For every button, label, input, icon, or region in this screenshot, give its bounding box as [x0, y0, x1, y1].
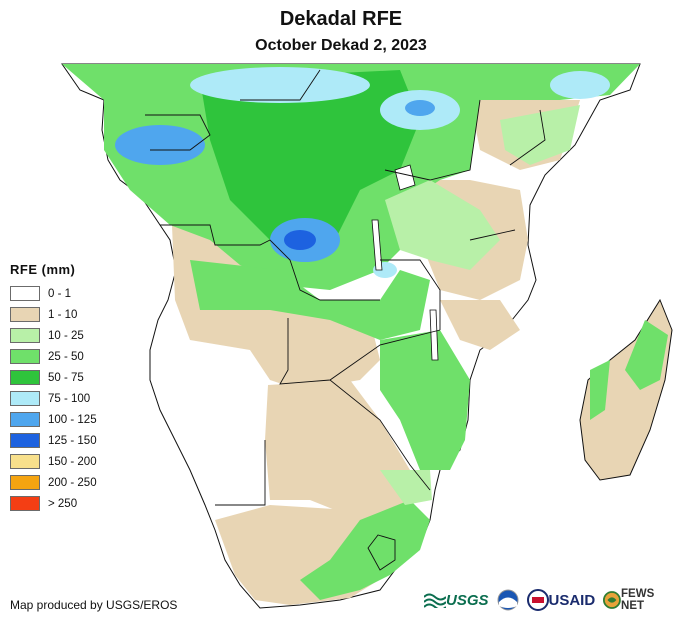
usaid-seal-icon: [526, 589, 549, 611]
legend-item: 100 - 125: [10, 409, 130, 430]
border-line: [380, 259, 441, 330]
rain-patch-center-core: [284, 230, 316, 250]
border-line: [384, 99, 481, 181]
legend-label: 1 - 10: [48, 308, 78, 321]
legend-item: > 250: [10, 493, 130, 514]
border-line: [367, 534, 396, 571]
legend-swatch: [10, 349, 40, 364]
legend-item: 10 - 25: [10, 325, 130, 346]
legend-item: 0 - 1: [10, 283, 130, 304]
border-line: [509, 109, 546, 166]
dry-zone-mozambique: [440, 300, 520, 350]
lake-malawi: [429, 309, 439, 361]
noaa-logo: [497, 589, 519, 611]
legend-label: > 250: [48, 497, 78, 510]
country-borders: [145, 69, 546, 571]
madagascar: [579, 298, 673, 481]
legend-item: 150 - 200: [10, 451, 130, 472]
lake-victoria: [394, 164, 416, 191]
fews-net-logo: FEWS NET: [603, 588, 674, 612]
madagascar-rain-west: [590, 360, 610, 420]
map-title: Dekadal RFE: [279, 8, 403, 30]
legend-label: 75 - 100: [48, 392, 91, 405]
legend-swatch: [10, 307, 40, 322]
legend-label: 50 - 75: [48, 371, 84, 384]
legend-label: 125 - 150: [48, 434, 97, 447]
madagascar-rain: [625, 320, 668, 390]
rain-heavy-north: [200, 70, 420, 250]
partner-logos: USGS USAID FEWS NET: [424, 586, 682, 614]
legend-swatch: [10, 433, 40, 448]
rain-mozambique: [380, 330, 470, 470]
border-line: [329, 379, 431, 491]
rain-east-africa: [385, 180, 500, 270]
legend-swatch: [10, 496, 40, 511]
legend-label: 0 - 1: [48, 287, 72, 300]
border-line: [279, 318, 441, 385]
noaa-emblem-icon: [497, 589, 519, 611]
legend-label: 25 - 50: [48, 350, 84, 363]
lakes: [371, 164, 439, 361]
legend-swatch: [10, 475, 40, 490]
usgs-logo-text: USGS: [446, 591, 489, 609]
border-line: [145, 114, 211, 151]
legend-label: 100 - 125: [48, 413, 97, 426]
legend-swatch: [10, 328, 40, 343]
border-line: [215, 440, 266, 506]
legend-item: 50 - 75: [10, 367, 130, 388]
usgs-logo: USGS: [424, 592, 489, 609]
rain-green: [62, 64, 640, 600]
usgs-wave-icon: [424, 593, 446, 608]
usaid-logo-text: USAID: [548, 591, 596, 609]
rain-horn-light: [500, 105, 580, 165]
usaid-logo: USAID: [526, 589, 596, 611]
legend: RFE (mm) 0 - 1 1 - 10 10 - 25 25 - 50 50…: [10, 262, 130, 514]
legend-label: 10 - 25: [48, 329, 84, 342]
legend-item: 75 - 100: [10, 388, 130, 409]
legend-label: 150 - 200: [48, 455, 97, 468]
rain-light-southeast: [380, 470, 432, 505]
rain-patch-north: [190, 67, 370, 103]
legend-swatch: [10, 454, 40, 469]
legend-swatch: [10, 412, 40, 427]
rain-patch-west: [115, 125, 205, 165]
lake-tanganyika: [371, 219, 383, 271]
fews-net-globe-icon: [603, 591, 622, 609]
border-line: [160, 224, 380, 301]
legend-item: 25 - 50: [10, 346, 130, 367]
rain-zambia: [190, 260, 430, 340]
map-credit: Map produced by USGS/EROS: [10, 598, 178, 612]
border-line: [469, 229, 516, 241]
legend-label: 200 - 250: [48, 476, 97, 489]
map-subtitle: October Dekad 2, 2023: [255, 37, 427, 54]
rain-patch-far-ne: [550, 71, 610, 99]
legend-swatch: [10, 391, 40, 406]
legend-item: 125 - 150: [10, 430, 130, 451]
border-line: [240, 69, 321, 101]
legend-item: 200 - 250: [10, 472, 130, 493]
legend-swatch: [10, 370, 40, 385]
legend-item: 1 - 10: [10, 304, 130, 325]
rain-blue: [115, 67, 610, 278]
legend-swatch: [10, 286, 40, 301]
rain-southeast-coast: [300, 500, 430, 600]
fews-net-logo-text: FEWS NET: [621, 588, 655, 612]
rain-patch-ne-core: [405, 100, 435, 116]
legend-title: RFE (mm): [10, 262, 76, 277]
